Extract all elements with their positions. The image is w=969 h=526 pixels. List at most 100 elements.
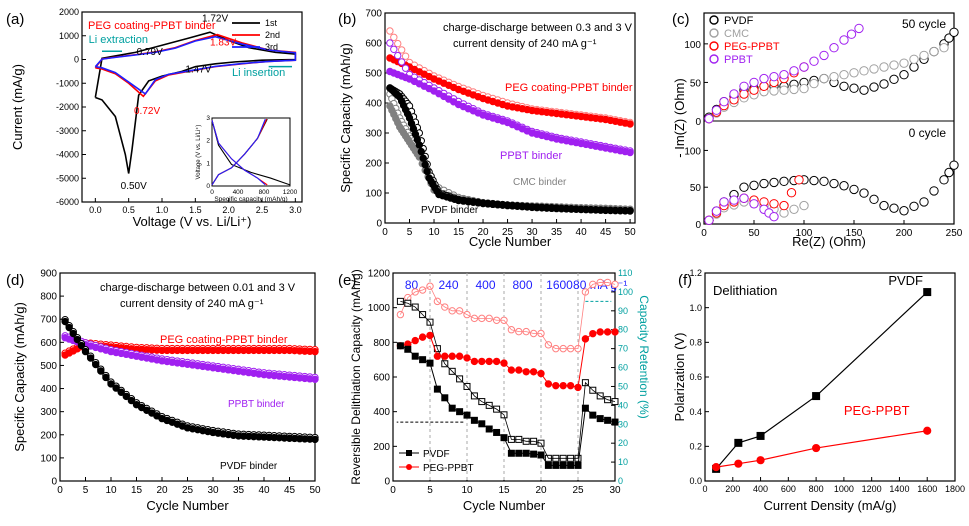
annotation: 0.50V: [121, 181, 147, 192]
data-point-open: [394, 39, 402, 48]
data-point: [923, 288, 932, 297]
panel-label: (b): [338, 11, 356, 28]
data-point: [529, 368, 538, 376]
data-point: [448, 404, 456, 412]
data-point: [756, 456, 765, 465]
data-point-open: [749, 180, 759, 191]
inset-y-axis-label: Voltage (V vs. Li/Li⁺): [195, 125, 202, 180]
x-tick-label: 15: [498, 485, 510, 496]
data-point-open: [779, 176, 789, 187]
annotation: 1.83V: [210, 37, 236, 48]
annotation: 1.47V: [185, 65, 211, 76]
y-axis-label: Polarization (V): [672, 333, 687, 422]
data-point: [544, 380, 553, 388]
x-tick-label: 50: [625, 227, 637, 238]
data-point-open: [859, 85, 869, 95]
x-tick-label: 40: [576, 227, 588, 238]
legend-entry: PVDF: [423, 449, 450, 460]
data-point-open: [839, 81, 849, 91]
x-tick-label: 20: [535, 485, 547, 496]
x-tick-label: 10: [428, 227, 440, 238]
data-point: [69, 329, 77, 338]
data-point: [411, 352, 419, 360]
data-point-open: [939, 43, 949, 53]
series-label: PVDF binder: [220, 461, 278, 472]
y-tick-label: 2000: [59, 7, 79, 17]
annotation: 0.79V: [137, 47, 163, 58]
series-label: PEG-PPBT: [844, 403, 910, 418]
data-point: [559, 381, 567, 390]
series-line-3rd: [94, 35, 297, 96]
x-tick-label: 30: [609, 485, 621, 496]
data-point-open: [759, 81, 769, 91]
x-tick-label: 50: [309, 485, 321, 496]
data-point-open: [859, 188, 869, 198]
data-point: [485, 357, 493, 366]
data-point-open: [739, 81, 749, 91]
y-right-tick-label: 80: [618, 325, 628, 335]
y-tick-label: 500: [40, 361, 57, 372]
x-tick-label: 0: [702, 484, 707, 494]
legend-entry: CMC: [724, 28, 749, 40]
data-point-open: [879, 200, 889, 211]
data-point: [522, 368, 530, 376]
legend-entry: 1st: [265, 18, 278, 28]
data-point: [734, 459, 743, 468]
x-tick-label: 30: [526, 227, 538, 238]
panel-f-frame: [704, 272, 956, 482]
data-point: [596, 328, 604, 336]
data-point: [544, 461, 552, 469]
inset-y-tick-label: 0: [206, 183, 210, 190]
x-tick-label: 45: [600, 227, 612, 238]
data-point-open: [879, 62, 889, 72]
x-tick-label: 0: [701, 228, 707, 239]
panel-label: (f): [678, 272, 692, 289]
data-point-open: [869, 82, 879, 92]
inset-y-tick-label: 2: [206, 138, 210, 145]
x-tick-label: 10: [105, 485, 117, 496]
data-point-open: [829, 178, 839, 189]
data-point-open: [849, 184, 859, 195]
y-tick-label: 100: [40, 453, 57, 464]
data-point-open: [859, 66, 869, 76]
data-point: [117, 388, 125, 396]
y-tick-label: 800: [40, 292, 57, 303]
y-tick-label: 0.6: [689, 372, 702, 382]
y-right-tick-label: 10: [618, 457, 628, 467]
x-tick-label: 10: [461, 485, 473, 496]
data-point: [478, 420, 486, 428]
data-point-open: [789, 84, 799, 95]
y-right-tick-label: 20: [618, 438, 628, 448]
legend-marker: [406, 464, 412, 470]
data-point: [426, 331, 434, 340]
y-right-tick-label: 0: [618, 476, 623, 486]
data-point: [552, 461, 560, 469]
data-point: [812, 443, 821, 453]
y-tick-label: 400: [365, 99, 382, 110]
data-point: [507, 366, 516, 374]
data-point-open: [819, 50, 829, 61]
data-point: [500, 359, 508, 367]
series-line: [716, 430, 928, 468]
data-point-open: [839, 70, 849, 80]
data-point: [611, 328, 619, 336]
y-tick-label: 50: [690, 183, 702, 194]
annotation: charge-discharge between 0.3 and 3 V: [443, 22, 633, 34]
data-point: [415, 141, 424, 149]
data-point-open: [769, 86, 779, 96]
data-point-open: [739, 193, 749, 203]
data-point-open: [397, 58, 406, 66]
y-tick-label: 1000: [368, 303, 391, 314]
rate-label: 400: [475, 278, 495, 292]
data-point: [311, 435, 319, 444]
x-tick-label: 1600: [917, 484, 937, 494]
series-line: [715, 291, 928, 470]
data-point-open: [809, 56, 819, 66]
y-tick-label: 0: [51, 477, 57, 488]
data-point: [419, 356, 427, 364]
y-tick-label: 600: [365, 39, 382, 50]
legend-marker: [709, 41, 719, 51]
data-point: [559, 461, 567, 469]
y-right-tick-label: 60: [618, 363, 628, 373]
y-tick-label: 600: [40, 338, 57, 349]
